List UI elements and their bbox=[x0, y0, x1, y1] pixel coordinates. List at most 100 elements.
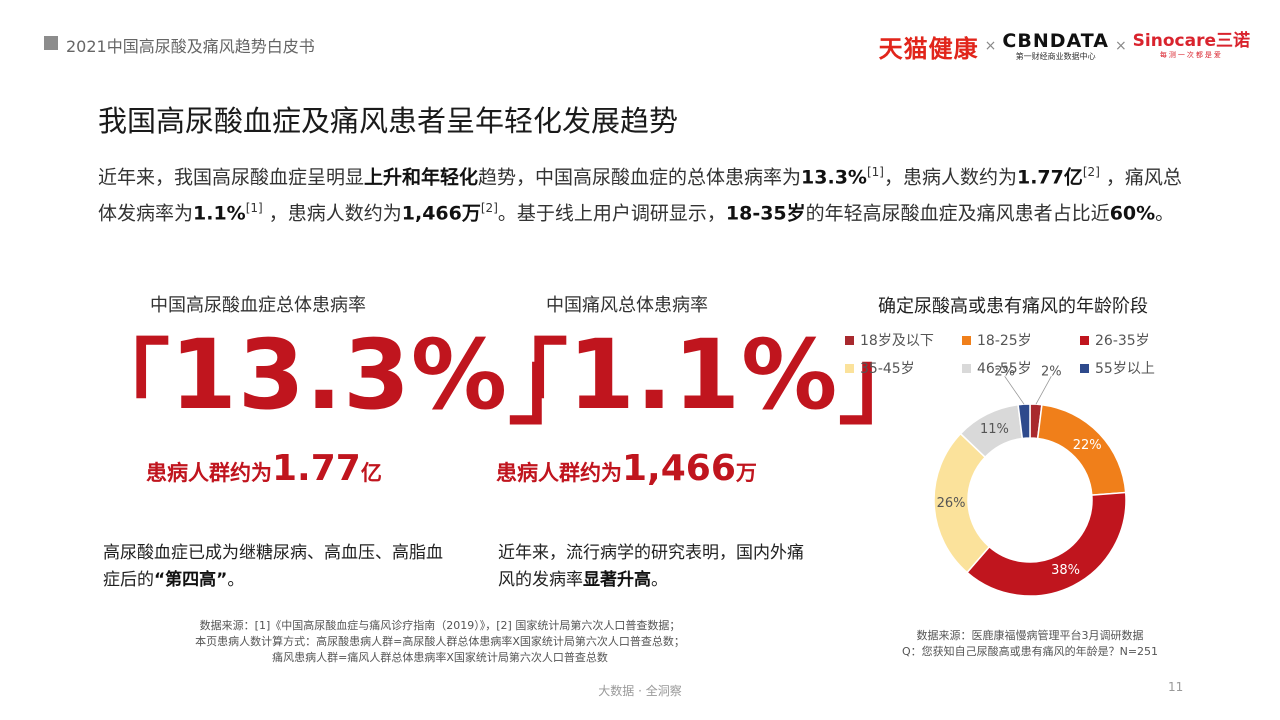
legend-label: 18岁及以下 bbox=[860, 333, 934, 349]
intro-highlight: 1.1% bbox=[193, 202, 246, 225]
note-text: 。 bbox=[651, 570, 668, 590]
partner-logos: 天猫健康 × CBNDATA 第一财经商业数据中心 × Sinocare三诺 每… bbox=[879, 28, 1250, 64]
label-leader-line bbox=[1035, 376, 1052, 405]
legend-item: 35-45岁 bbox=[845, 358, 915, 378]
donut-slice bbox=[1017, 403, 1031, 440]
source-line: Q：您获知自己尿酸高或患有痛风的年龄是？N=251 bbox=[901, 645, 1159, 658]
intro-highlight: 18-35岁 bbox=[725, 202, 806, 225]
footer-slogan: 大数据 · 全洞察 bbox=[598, 684, 682, 698]
intro-text: 近年来，我国高尿酸血症呈明显 bbox=[98, 166, 365, 189]
legend-item: 26-35岁 bbox=[1080, 330, 1150, 350]
bracket-close: 」 bbox=[508, 329, 601, 437]
sub-stat-prefix: 患病人群约为 bbox=[496, 461, 622, 485]
page-number: 11 bbox=[1168, 680, 1184, 694]
note-highlight: “第四高” bbox=[154, 570, 228, 590]
legend-label: 35-45岁 bbox=[860, 361, 915, 377]
source-line: 痛风患病人群=痛风人群总体患病率X国家统计局第六次人口普查总数 bbox=[272, 651, 608, 664]
intro-highlight: 13.3% bbox=[801, 166, 867, 189]
gout-note: 近年来，流行病学的研究表明，国内外痛风的发病率显著升高。 bbox=[498, 540, 808, 594]
page-title: 我国高尿酸血症及痛风患者呈年轻化发展趋势 bbox=[98, 104, 679, 138]
donut-slice bbox=[965, 491, 1127, 597]
chart-title: 确定尿酸高或患有痛风的年龄阶段 bbox=[878, 296, 1148, 317]
gout-rate-label: 中国痛风总体患病率 bbox=[546, 295, 708, 316]
sub-stat-value: 1.77 bbox=[272, 448, 361, 489]
cbndata-logo: CBNDATA 第一财经商业数据中心 bbox=[1002, 29, 1109, 61]
logo-separator: × bbox=[1114, 38, 1127, 54]
intro-highlight: 1.77亿 bbox=[1016, 166, 1083, 189]
legend-item: 46-55岁 bbox=[962, 358, 1032, 378]
intro-highlight: 60% bbox=[1109, 202, 1156, 225]
legend-swatch bbox=[845, 363, 854, 373]
intro-highlight: 上升和年轻化 bbox=[364, 166, 479, 189]
data-sources-left: 数据来源：[1]《中国高尿酸血症与痛风诊疗指南（2019）》，[2] 国家统计局… bbox=[160, 618, 720, 666]
intro-paragraph: 近年来，我国高尿酸血症呈明显上升和年轻化趋势，中国高尿酸血症的总体患病率为13.… bbox=[98, 157, 1188, 230]
hyperuricemia-rate-label: 中国高尿酸血症总体患病率 bbox=[150, 295, 366, 316]
legend-swatch bbox=[1080, 363, 1089, 373]
legend-item: 55岁以上 bbox=[1080, 358, 1155, 378]
legend-swatch bbox=[845, 335, 854, 345]
source-line: 数据来源：医鹿康福慢病管理平台3月调研数据 bbox=[916, 629, 1144, 642]
intro-highlight: 1,466万 bbox=[401, 202, 481, 225]
source-line: 数据来源：[1]《中国高尿酸血症与痛风诊疗指南（2019）》，[2] 国家统计局… bbox=[199, 619, 681, 632]
hyperuricemia-note: 高尿酸血症已成为继糖尿病、高血压、高脂血症后的“第四高”。 bbox=[103, 540, 448, 594]
note-text: 近年来，流行病学的研究表明，国内外痛风的发病率 bbox=[498, 543, 804, 590]
sinocare-logo-subtext: 每测一次都是爱 bbox=[1159, 51, 1223, 59]
donut-slice-label: 38% bbox=[1051, 563, 1080, 578]
report-title: 2021中国高尿酸及痛风趋势白皮书 bbox=[66, 37, 315, 56]
legend-label: 18-25岁 bbox=[977, 333, 1032, 349]
citation: [2] bbox=[1082, 165, 1100, 179]
stat-number: 13.3% bbox=[170, 319, 509, 431]
bracket-open: 「 bbox=[78, 329, 171, 437]
intro-text: 。 bbox=[1155, 202, 1175, 225]
sinocare-logo: Sinocare三诺 每测一次都是爱 bbox=[1133, 33, 1250, 59]
legend-label: 46-55岁 bbox=[977, 361, 1032, 377]
donut-slice-label: 2% bbox=[1041, 365, 1062, 380]
citation: [1] bbox=[245, 201, 263, 216]
intro-text: 的年轻高尿酸血症及痛风患者占比近 bbox=[805, 202, 1110, 225]
legend-item: 18-25岁 bbox=[962, 330, 1032, 350]
donut-slice bbox=[1036, 403, 1127, 496]
tmall-health-logo: 天猫健康 bbox=[878, 34, 979, 63]
sub-stat-prefix: 患病人群约为 bbox=[146, 461, 272, 485]
cbndata-logo-text: CBNDATA bbox=[1002, 29, 1109, 52]
legend-label: 55岁以上 bbox=[1095, 361, 1155, 377]
stat-number: 1.1% bbox=[568, 319, 839, 431]
gout-population: 患病人群约为1,466万 bbox=[496, 448, 757, 489]
donut-slice bbox=[959, 403, 1024, 459]
logo-separator: × bbox=[984, 38, 997, 54]
sinocare-logo-text: Sinocare三诺 bbox=[1132, 31, 1250, 51]
hyperuricemia-population: 患病人群约为1.77亿 bbox=[146, 448, 382, 489]
sub-stat-unit: 亿 bbox=[360, 461, 382, 485]
donut-slice bbox=[1029, 403, 1043, 440]
cbndata-logo-subtext: 第一财经商业数据中心 bbox=[1015, 51, 1096, 61]
intro-text: 。基于线上用户调研显示， bbox=[497, 202, 726, 225]
note-text: 。 bbox=[227, 570, 245, 590]
legend-swatch bbox=[962, 363, 971, 373]
legend-item: 18岁及以下 bbox=[845, 330, 934, 350]
header-marker bbox=[44, 36, 58, 50]
legend-swatch bbox=[962, 335, 971, 345]
source-line: 本页患病人数计算方式：高尿酸患病人群=高尿酸人群总体患病率X国家统计局第六次人口… bbox=[195, 635, 685, 648]
sub-stat-unit: 万 bbox=[735, 461, 757, 485]
intro-text: ，患病人数约为 bbox=[262, 202, 402, 225]
label-leader-line bbox=[1004, 376, 1025, 405]
donut-slice-label: 11% bbox=[980, 422, 1009, 437]
legend-label: 26-35岁 bbox=[1095, 333, 1150, 349]
donut-slice-label: 22% bbox=[1073, 438, 1102, 453]
gout-rate-value: 「 1.1% 」 bbox=[476, 319, 930, 437]
citation: [1] bbox=[866, 165, 884, 179]
sub-stat-value: 1,466 bbox=[622, 448, 736, 489]
intro-text: ，痛风总体发病率为 bbox=[98, 166, 1182, 225]
note-highlight: 显著升高 bbox=[583, 570, 651, 590]
intro-text: ，患病人数约为 bbox=[883, 166, 1017, 189]
citation: [2] bbox=[480, 201, 498, 216]
intro-text: 趋势，中国高尿酸血症的总体患病率为 bbox=[478, 166, 802, 189]
legend-swatch bbox=[1080, 335, 1089, 345]
donut-slice-label: 26% bbox=[937, 496, 966, 511]
hyperuricemia-rate-value: 「 13.3% 」 bbox=[78, 319, 600, 437]
data-sources-right: 数据来源：医鹿康福慢病管理平台3月调研数据 Q：您获知自己尿酸高或患有痛风的年龄… bbox=[880, 628, 1180, 660]
donut-slice bbox=[933, 432, 991, 574]
note-text: 高尿酸血症已成为继糖尿病、高血压、高脂血症后的 bbox=[103, 543, 443, 590]
bracket-open: 「 bbox=[476, 329, 569, 437]
bracket-close: 」 bbox=[838, 329, 931, 437]
